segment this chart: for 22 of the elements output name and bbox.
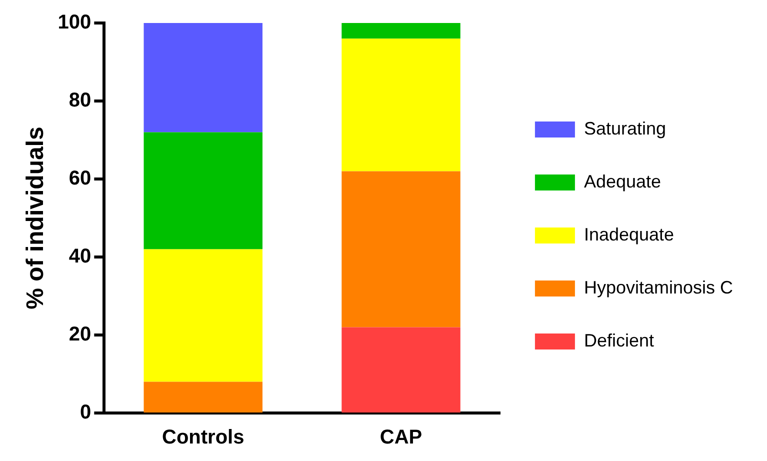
x-tick-label: CAP: [380, 426, 422, 449]
legend-label: Inadequate: [584, 224, 674, 244]
y-tick-label: 80: [68, 90, 92, 112]
legend-label: Hypovitaminosis C: [584, 277, 733, 298]
bar: [144, 249, 262, 382]
y-tick-label: 0: [80, 402, 92, 424]
bar: [342, 171, 460, 328]
bar: [342, 23, 460, 39]
bar: [342, 327, 460, 412]
y-tick-label: 60: [68, 168, 92, 190]
legend-label: Deficient: [584, 330, 654, 350]
bar: [144, 23, 262, 132]
y-tick-label: 100: [58, 12, 92, 34]
legend-label: Adequate: [584, 171, 662, 192]
bar: [144, 382, 262, 412]
bar: [342, 38, 460, 172]
x-tick-label: Controls: [162, 426, 244, 449]
bar: [144, 132, 262, 250]
y-axis-title: % of individuals: [22, 126, 50, 310]
y-tick-label: 40: [68, 246, 92, 268]
y-tick-label: 20: [68, 324, 92, 346]
legend-label: Saturating: [584, 118, 666, 138]
